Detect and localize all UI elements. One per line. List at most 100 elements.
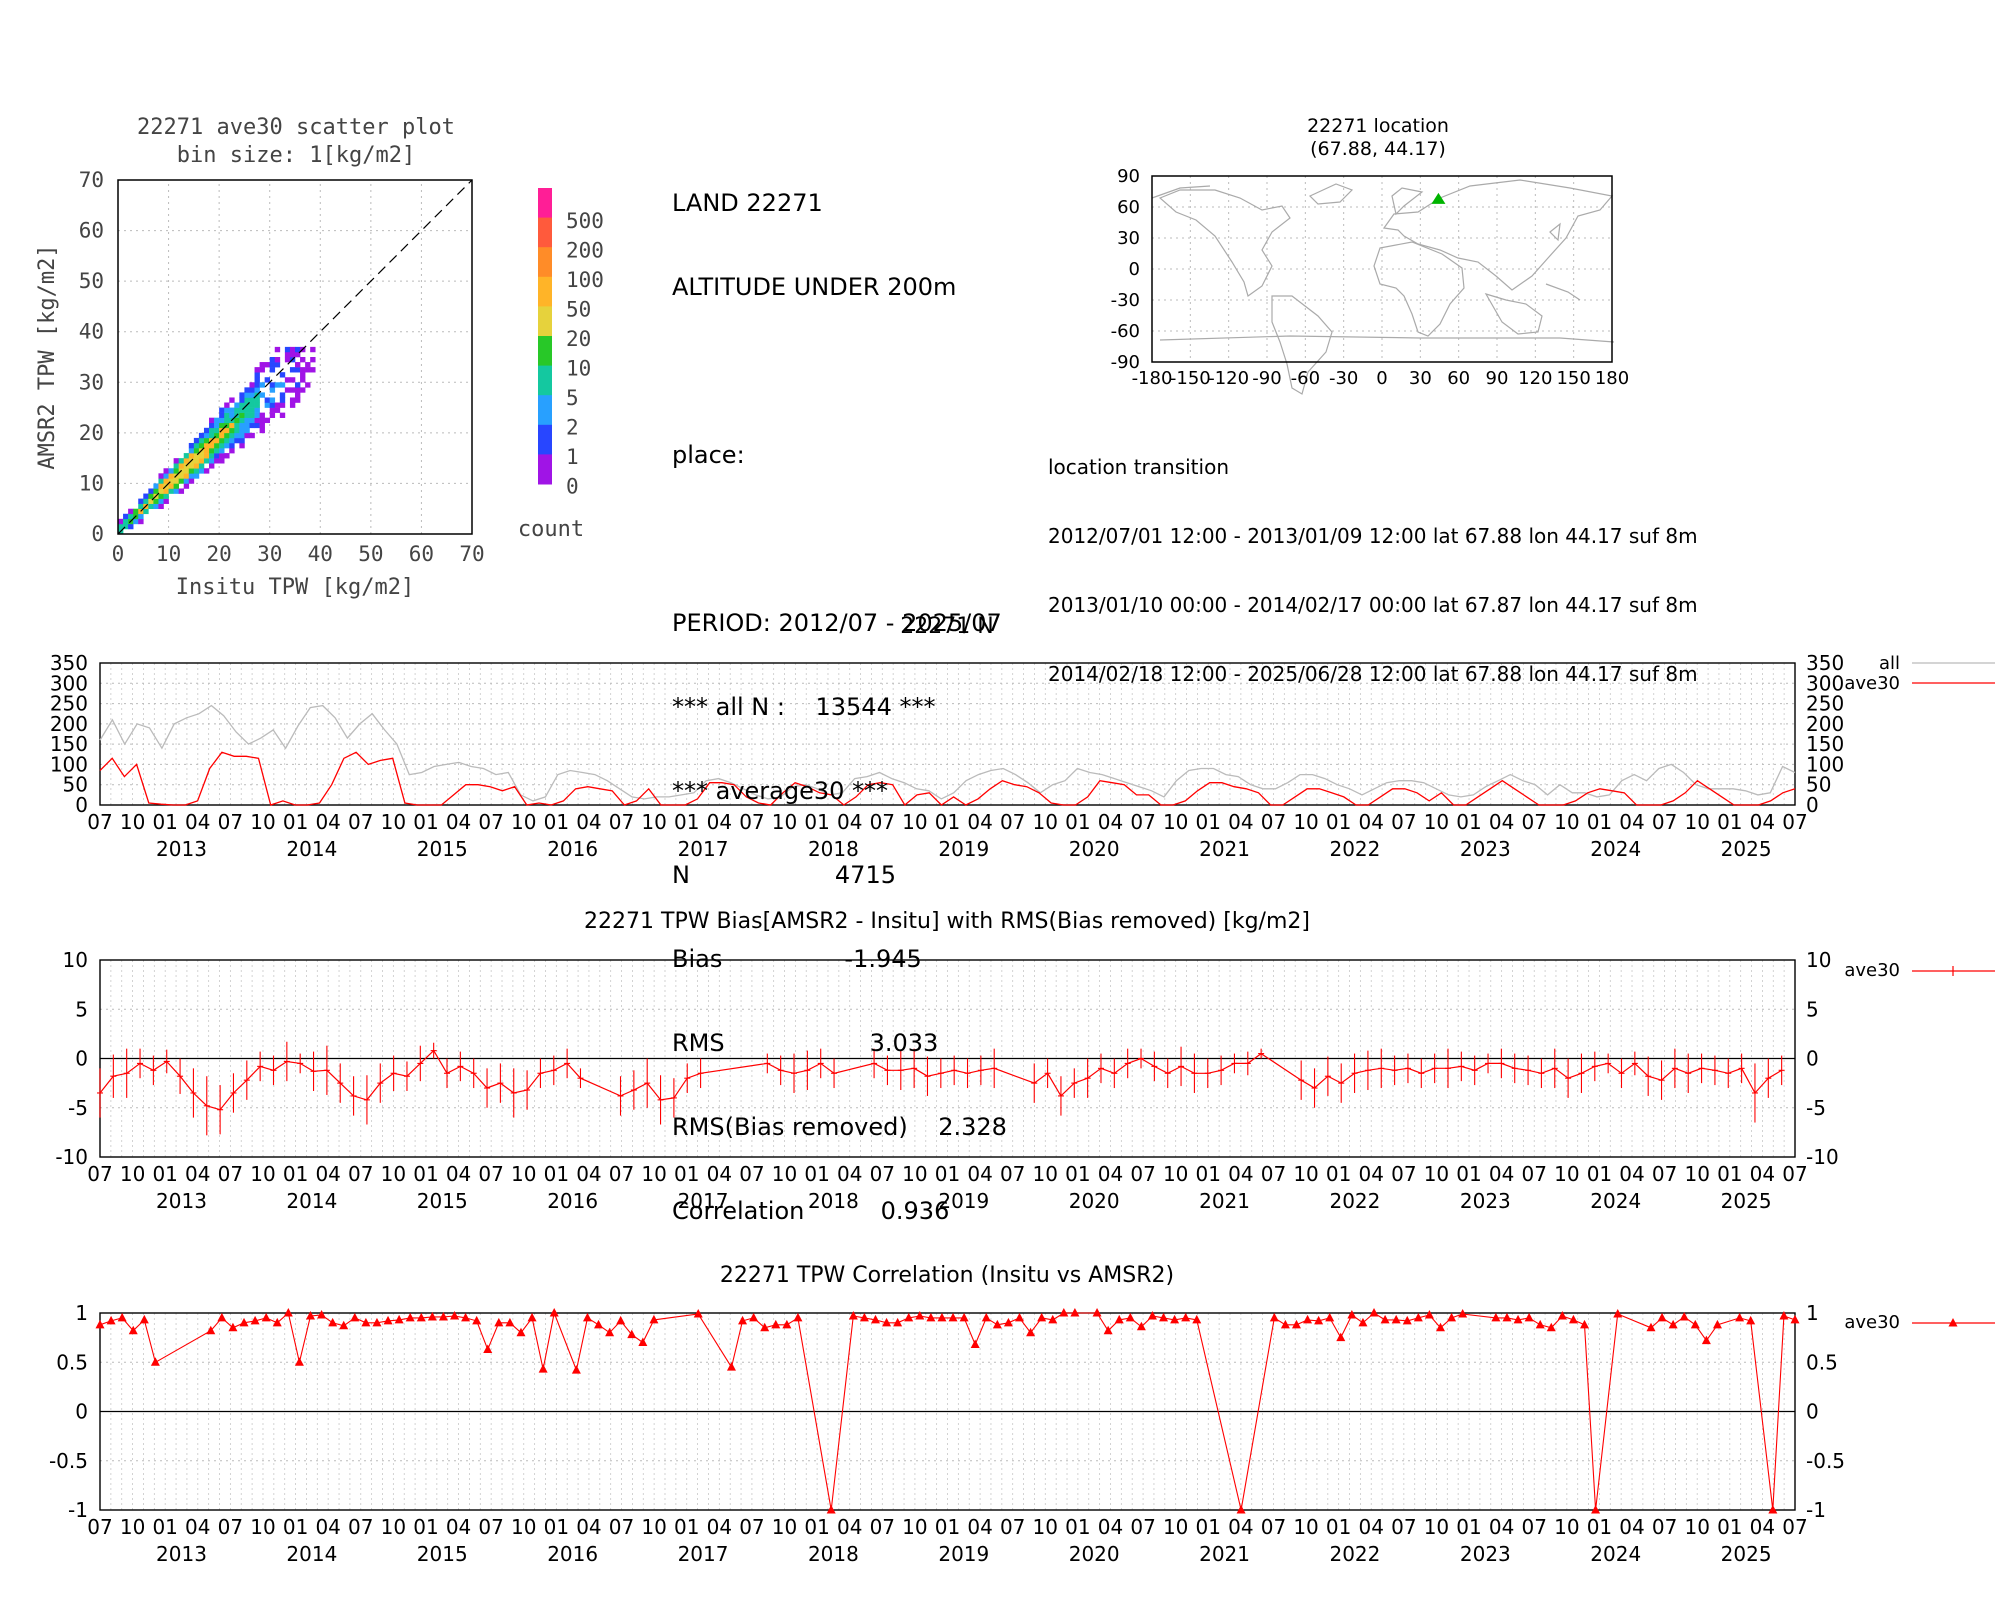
month-tick-label: 01 [804, 810, 829, 834]
data-point [1447, 1312, 1457, 1322]
scatter-ytick-label: 0 [91, 522, 104, 546]
scatter-density-cell [264, 397, 271, 403]
month-tick-label: 10 [902, 810, 927, 834]
scatter-density-cell [295, 351, 301, 358]
colorbar-label: 5 [566, 386, 579, 410]
scatter-density-cell [118, 518, 124, 525]
scatter-density-cell [264, 417, 271, 424]
month-tick-label: 10 [1684, 1162, 1709, 1186]
scatter-density-cell [224, 437, 230, 444]
month-tick-label: 04 [1619, 1162, 1644, 1186]
map-xtick-label: 90 [1486, 368, 1509, 389]
year-label: 2014 [286, 837, 337, 861]
scatter-density-cell [163, 468, 169, 474]
scatter-density-cell [305, 362, 311, 368]
scatter-density-cell [289, 387, 296, 393]
scatter-density-cell [259, 417, 265, 424]
left-ytick-label: -5 [68, 1096, 88, 1120]
month-tick-label: 10 [511, 810, 536, 834]
scatter-density-cell [214, 432, 220, 439]
colorbar-swatch [538, 454, 552, 485]
right-ytick-label: 10 [1806, 948, 1831, 972]
data-point [771, 1319, 781, 1329]
scatter-density-cell [214, 422, 220, 429]
month-tick-label: 07 [609, 1162, 634, 1186]
month-tick-label: 10 [120, 1515, 145, 1539]
year-label: 2019 [938, 1542, 989, 1566]
scatter-density-cell [214, 458, 220, 464]
data-point [483, 1344, 493, 1353]
scatter-density-cell [254, 412, 260, 418]
month-tick-label: 07 [478, 1515, 503, 1539]
scatter-density-cell [193, 448, 200, 454]
panel-frame [99, 959, 1796, 1158]
month-tick-label: 07 [478, 810, 503, 834]
map-xtick-label: 120 [1518, 368, 1552, 389]
right-ytick-label: 5 [1806, 997, 1819, 1021]
series-line-ave30 [99, 1049, 1783, 1111]
scatter-density-cell [254, 422, 260, 429]
data-point [726, 1362, 736, 1371]
data-point [1048, 1314, 1058, 1324]
data-point [261, 1312, 271, 1322]
scatter-density-cell [259, 412, 265, 418]
scatter-xtick-label: 0 [112, 542, 125, 566]
data-point [1568, 1314, 1578, 1324]
info-line: PERIOD: 2012/07 - 2025/07 [672, 609, 1002, 637]
month-tick-label: 04 [315, 810, 340, 834]
year-label: 2021 [1199, 1542, 1250, 1566]
panel-frame [99, 662, 1796, 806]
data-point [106, 1315, 116, 1325]
scatter-xtick-label: 70 [459, 542, 484, 566]
scatter-density-cell [219, 442, 225, 449]
colorbar-swatch [538, 188, 552, 219]
month-tick-label: 01 [1326, 1162, 1351, 1186]
map-xtick-label: -180 [1132, 368, 1173, 389]
scatter-density-cell [219, 417, 225, 424]
scatter-density-cell [229, 412, 235, 418]
data-point [571, 1365, 581, 1374]
month-tick-label: 07 [609, 1515, 634, 1539]
month-tick-label: 04 [1098, 1515, 1123, 1539]
data-point [1269, 1312, 1279, 1322]
map-xtick-label: -150 [1170, 368, 1211, 389]
data-point [981, 1312, 991, 1322]
month-tick-label: 04 [576, 1515, 601, 1539]
scatter-density-cell [249, 382, 255, 388]
data-point [294, 1357, 304, 1366]
scatter-density-cell [123, 513, 129, 520]
month-tick-label: 01 [1326, 810, 1351, 834]
month-tick-label: 01 [1065, 810, 1090, 834]
month-tick-label: 01 [283, 1162, 308, 1186]
scatter-density-cell [244, 392, 250, 398]
scatter-density-cell [143, 498, 149, 504]
map-ytick-label: -30 [1111, 290, 1140, 311]
scatter-density-cell [168, 483, 174, 489]
scatter-density-cell [244, 427, 250, 434]
scatter-density-cell [279, 397, 286, 403]
month-tick-label: 01 [1196, 1162, 1221, 1186]
scatter-ytick-label: 10 [79, 471, 104, 495]
left-ytick-label: 250 [50, 692, 88, 716]
scatter-density-cell [300, 377, 306, 383]
month-tick-label: 07 [1000, 1162, 1025, 1186]
scatter-density-cell [269, 387, 276, 393]
data-point [1690, 1319, 1700, 1329]
info-line: place: [672, 441, 745, 469]
data-point [383, 1315, 393, 1325]
year-label: 2015 [417, 1542, 468, 1566]
scatter-xtick-label: 60 [409, 542, 434, 566]
data-point [1026, 1327, 1036, 1337]
scatter-density-cell [254, 407, 260, 413]
scatter-density-cell [234, 432, 240, 439]
info-line: RMS(Bias removed) 2.328 [672, 1113, 1007, 1141]
month-tick-label: 04 [185, 1162, 210, 1186]
year-label: 2013 [156, 1542, 207, 1566]
month-tick-label: 07 [348, 810, 373, 834]
month-tick-label: 01 [413, 1515, 438, 1539]
panel-title: 22271 TPW Bias[AMSR2 - Insitu] with RMS(… [584, 909, 1310, 934]
data-point [1103, 1325, 1113, 1335]
month-tick-label: 07 [1000, 1515, 1025, 1539]
legend-label: ave30 [1844, 960, 1900, 981]
transition-line: 2013/01/10 00:00 - 2014/02/17 00:00 lat … [1048, 593, 1698, 617]
